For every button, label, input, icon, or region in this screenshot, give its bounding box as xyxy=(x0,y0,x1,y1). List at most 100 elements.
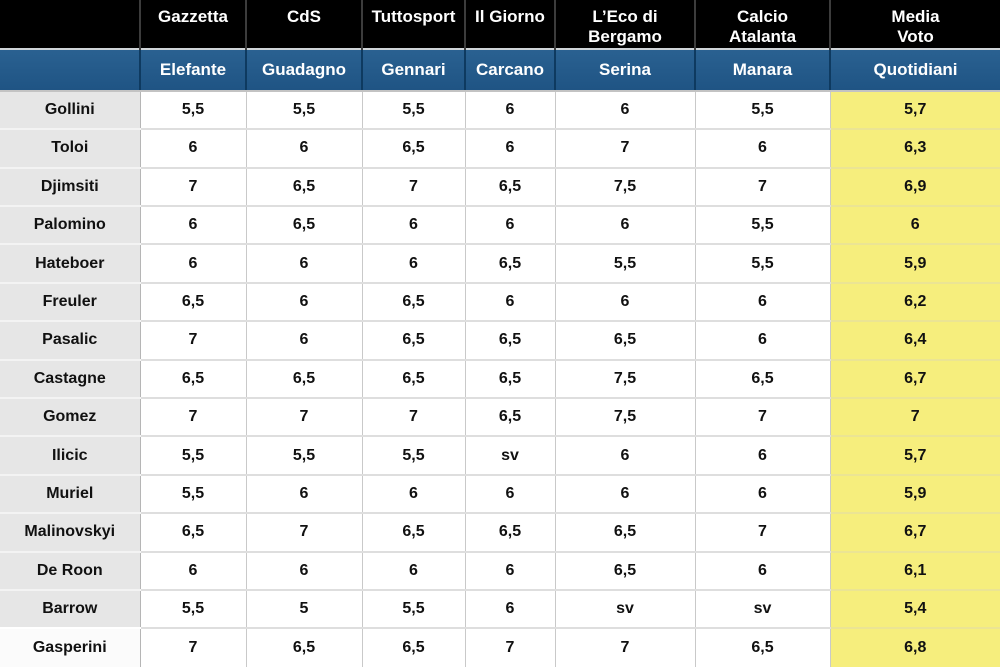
vote-cell: 6 xyxy=(694,320,830,360)
vote-cell: 6 xyxy=(245,473,362,514)
player-name: Castagne xyxy=(0,358,141,399)
table-header: Gazzetta CdS Tuttosport Il Giorno L’Eco di B… xyxy=(0,0,1000,92)
table-row: Gomez 7 7 7 6,5 7,5 7 7 xyxy=(0,397,1000,437)
vote-cell: 6,5 xyxy=(464,320,555,360)
vote-cell: 6,5 xyxy=(361,128,465,168)
vote-cell: 5,5 xyxy=(694,90,830,130)
vote-cell: 6 xyxy=(694,473,830,514)
vote-cell: 7 xyxy=(139,627,246,667)
vote-cell: 5,5 xyxy=(139,473,246,514)
vote-cell: 6 xyxy=(464,589,555,629)
header-row-journalists: Elefante Guadagno Gennari Carcano Serina Mana… xyxy=(0,47,1000,92)
table-row: Muriel 5,5 6 6 6 6 6 5,9 xyxy=(0,473,1000,514)
newspaper-header: Gazzetta xyxy=(139,0,246,49)
vote-cell: 7 xyxy=(139,166,246,206)
journalist-header: Serina xyxy=(554,47,695,92)
vote-cell: 7 xyxy=(694,397,830,437)
vote-cell: 7 xyxy=(361,166,465,206)
vote-cell: 6,5 xyxy=(464,397,555,437)
header-row-papers: Gazzetta CdS Tuttosport Il Giorno L’Eco di B… xyxy=(0,0,1000,49)
journalist-header: Quotidiani xyxy=(829,47,1000,92)
table-row: Ilicic 5,5 5,5 5,5 sv 6 6 5,7 xyxy=(0,435,1000,475)
player-name: Ilicic xyxy=(0,435,141,475)
player-name: Freuler xyxy=(0,281,141,322)
table-row: De Roon 6 6 6 6 6,5 6 6,1 xyxy=(0,550,1000,591)
journalist-header: Carcano xyxy=(464,47,555,92)
vote-cell: 6 xyxy=(245,320,362,360)
vote-cell: 6 xyxy=(694,435,830,475)
vote-cell: 6 xyxy=(245,243,362,283)
table-row: Barrow 5,5 5 5,5 6 sv sv 5,4 xyxy=(0,589,1000,629)
vote-cell: 7 xyxy=(464,627,555,667)
vote-cell: 6,5 xyxy=(554,320,695,360)
newspaper-header: Calcio Atalanta xyxy=(694,0,830,49)
vote-cell: 6 xyxy=(554,90,695,130)
vote-cell: 7 xyxy=(139,320,246,360)
journalist-header: Gennari xyxy=(361,47,465,92)
table-row: Gasperini 7 6,5 6,5 7 7 6,5 6,8 xyxy=(0,627,1000,667)
vote-cell: 5,5 xyxy=(139,90,246,130)
vote-cell: 7,5 xyxy=(554,166,695,206)
vote-cell: 6,5 xyxy=(554,512,695,552)
vote-cell: 5,5 xyxy=(245,90,362,130)
vote-cell: 6,5 xyxy=(361,358,465,399)
newspaper-header: CdS xyxy=(245,0,362,49)
vote-cell: 6 xyxy=(694,128,830,168)
vote-cell: 6,5 xyxy=(464,512,555,552)
vote-cell: 6 xyxy=(464,90,555,130)
media-voto-cell: 5,9 xyxy=(829,473,1000,514)
newspaper-header: Media Voto xyxy=(829,0,1000,49)
media-voto-cell: 6,8 xyxy=(829,627,1000,667)
table-row: Palomino 6 6,5 6 6 6 5,5 6 xyxy=(0,204,1000,245)
vote-cell: 6 xyxy=(464,204,555,245)
table-row: Malinovskyi 6,5 7 6,5 6,5 6,5 7 6,7 xyxy=(0,512,1000,552)
corner-cell xyxy=(0,0,140,49)
table-row: Toloi 6 6 6,5 6 7 6 6,3 xyxy=(0,128,1000,168)
vote-cell: 5,5 xyxy=(554,243,695,283)
player-name: Malinovskyi xyxy=(0,512,141,552)
vote-cell: 6,5 xyxy=(694,627,830,667)
vote-cell: 7 xyxy=(694,512,830,552)
player-name: Hateboer xyxy=(0,243,141,283)
vote-cell: 6,5 xyxy=(361,512,465,552)
media-voto-cell: 6,7 xyxy=(829,512,1000,552)
vote-cell: 7 xyxy=(694,166,830,206)
vote-cell: 6 xyxy=(464,281,555,322)
media-voto-cell: 5,9 xyxy=(829,243,1000,283)
vote-cell: 6,5 xyxy=(694,358,830,399)
vote-cell: 6 xyxy=(139,550,246,591)
media-voto-cell: 6,1 xyxy=(829,550,1000,591)
vote-cell: 6 xyxy=(361,204,465,245)
journalist-header: Guadagno xyxy=(245,47,362,92)
vote-cell: 5 xyxy=(245,589,362,629)
vote-cell: 6 xyxy=(361,473,465,514)
vote-cell: 6,5 xyxy=(245,204,362,245)
table-row: Hateboer 6 6 6 6,5 5,5 5,5 5,9 xyxy=(0,243,1000,283)
player-name: De Roon xyxy=(0,550,141,591)
vote-cell: 6,5 xyxy=(245,627,362,667)
player-name: Djimsiti xyxy=(0,166,141,206)
table-row: Freuler 6,5 6 6,5 6 6 6 6,2 xyxy=(0,281,1000,322)
vote-cell: 5,5 xyxy=(361,90,465,130)
player-name: Palomino xyxy=(0,204,141,245)
vote-cell: 6 xyxy=(554,204,695,245)
media-voto-cell: 7 xyxy=(829,397,1000,437)
journalist-header: Manara xyxy=(694,47,830,92)
vote-cell: 7 xyxy=(245,512,362,552)
vote-cell: 6 xyxy=(694,550,830,591)
vote-cell: 6 xyxy=(554,435,695,475)
player-name: Pasalic xyxy=(0,320,141,360)
media-voto-cell: 6,4 xyxy=(829,320,1000,360)
vote-cell: 7 xyxy=(554,128,695,168)
vote-cell: 5,5 xyxy=(694,243,830,283)
player-name: Gollini xyxy=(0,90,141,130)
table-row: Pasalic 7 6 6,5 6,5 6,5 6 6,4 xyxy=(0,320,1000,360)
vote-cell: 6,5 xyxy=(464,243,555,283)
vote-cell: 5,5 xyxy=(361,435,465,475)
vote-cell: 6 xyxy=(464,473,555,514)
media-voto-cell: 6,3 xyxy=(829,128,1000,168)
table-row: Djimsiti 7 6,5 7 6,5 7,5 7 6,9 xyxy=(0,166,1000,206)
media-voto-cell: 6,7 xyxy=(829,358,1000,399)
media-voto-cell: 6 xyxy=(829,204,1000,245)
table-row: Gollini 5,5 5,5 5,5 6 6 5,5 5,7 xyxy=(0,90,1000,130)
